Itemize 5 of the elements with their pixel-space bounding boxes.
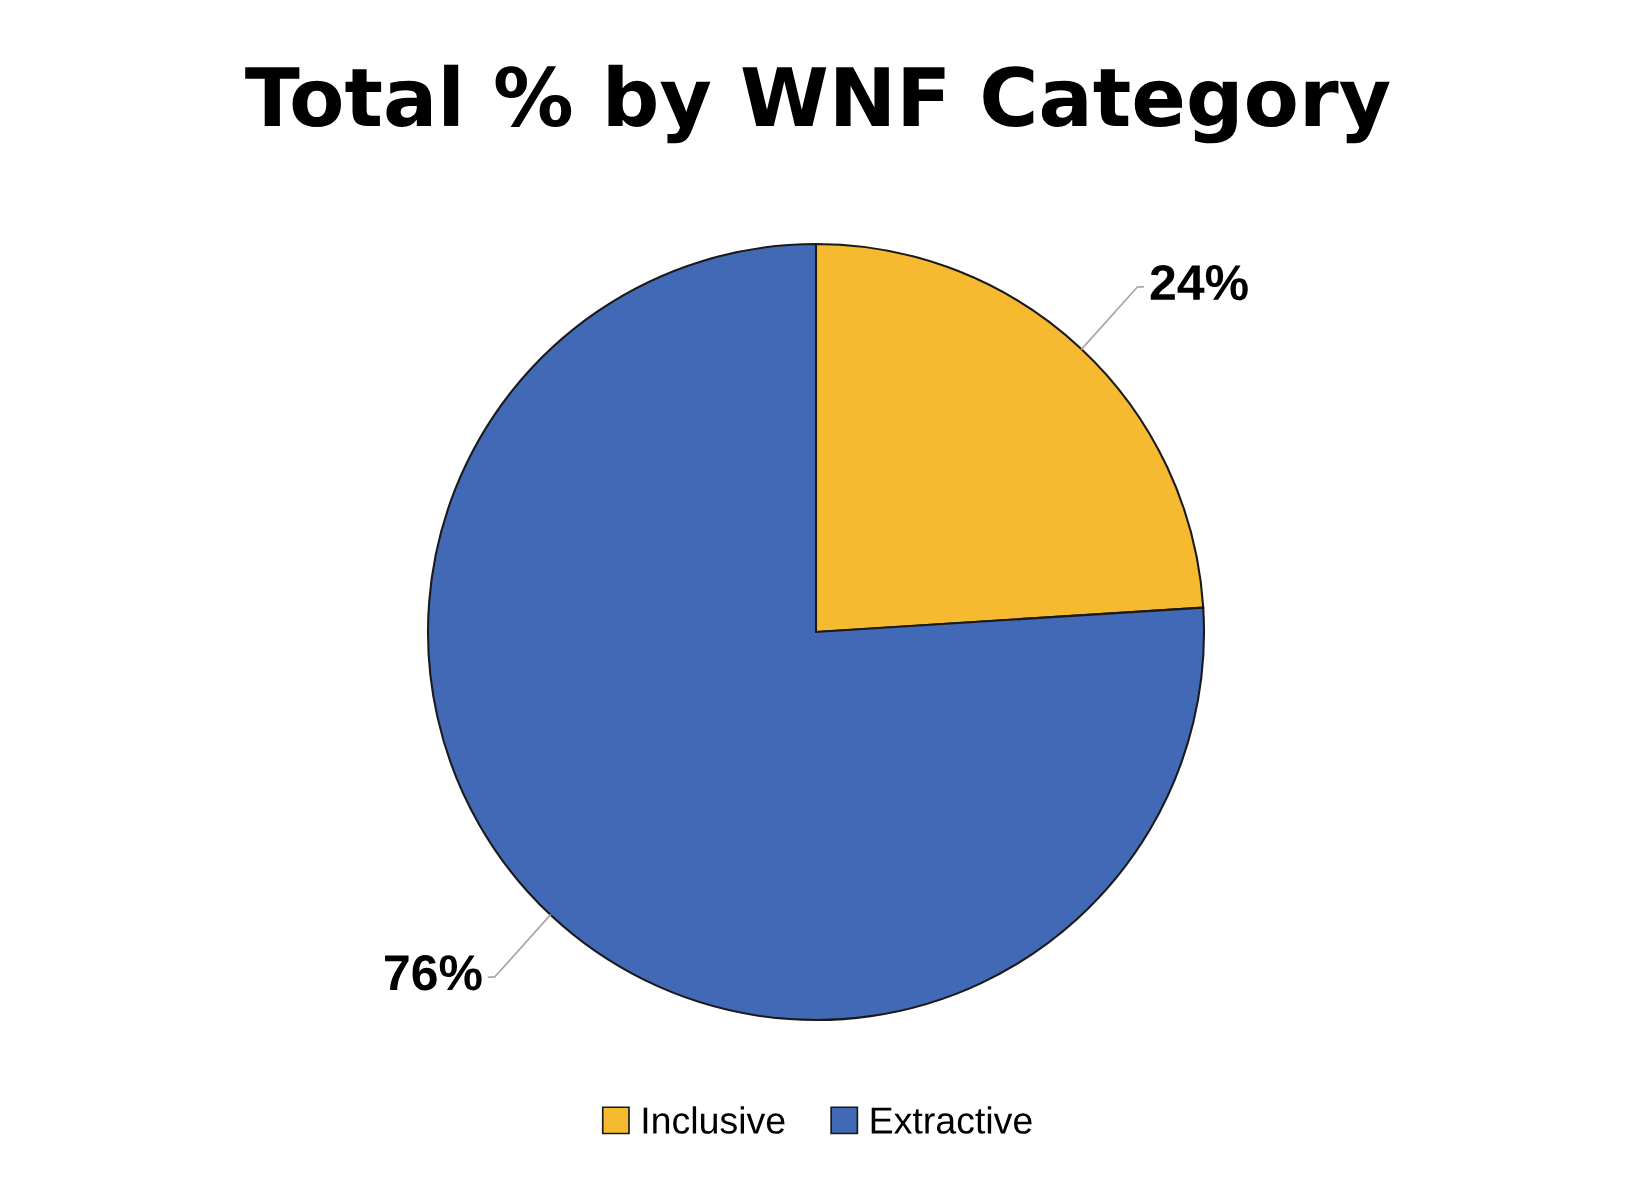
legend-label: Inclusive <box>643 1106 785 1134</box>
legend-label: Extractive <box>871 1106 1032 1134</box>
data-label: 76% <box>385 955 482 991</box>
chart-title: Total % by WNF Category <box>245 64 1390 144</box>
data-label: 24% <box>1150 264 1248 301</box>
